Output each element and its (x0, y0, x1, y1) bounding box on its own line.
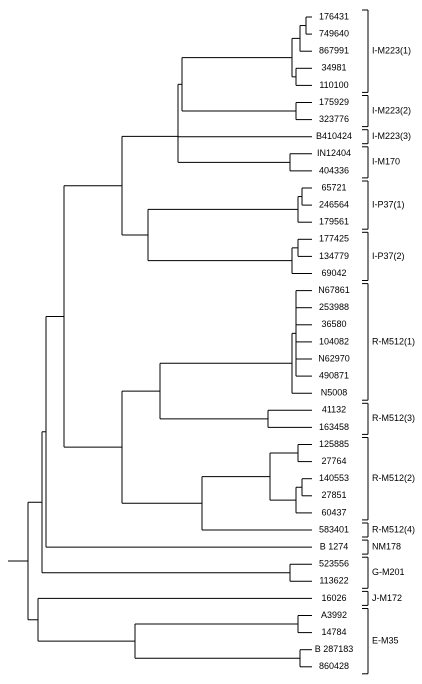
leaf-label: 27851 (321, 490, 346, 500)
group-label: I-M223(3) (372, 131, 411, 141)
leaf-label: 27764 (321, 456, 346, 466)
leaf-label: 34981 (321, 63, 346, 73)
leaf-label: 41132 (322, 405, 346, 415)
leaf-label: 253988 (319, 302, 349, 312)
leaf-label: 14784 (321, 627, 346, 637)
leaf-label: 404336 (319, 165, 349, 175)
leaf-label: 65721 (321, 182, 346, 192)
leaf-label: A3992 (321, 610, 347, 620)
leaf-label: 69042 (321, 268, 346, 278)
group-label: R-M512(4) (372, 524, 415, 534)
leaf-label: N5008 (321, 388, 348, 398)
leaf-label: 749640 (319, 28, 349, 38)
leaf-label: 179561 (319, 217, 349, 227)
leaf-label: 36580 (321, 319, 346, 329)
group-label: R-M512(3) (372, 413, 415, 423)
group-label: I-M223(1) (372, 46, 411, 56)
group-label: E-M35 (372, 636, 399, 646)
leaf-label: 323776 (319, 114, 349, 124)
leaf-label: IN12404 (317, 148, 351, 158)
leaf-label: 140553 (319, 473, 349, 483)
leaf-label: 867991 (319, 46, 349, 56)
leaf-label: B 1274 (320, 541, 349, 551)
leaf-label: B 287183 (315, 644, 354, 654)
group-label: R-M512(1) (372, 336, 415, 346)
leaf-label: 176431 (319, 11, 349, 21)
group-label: I-P37(1) (372, 199, 405, 209)
leaf-label: 113622 (319, 576, 348, 586)
leaf-label: N62970 (318, 353, 350, 363)
leaf-label: N67861 (318, 285, 350, 295)
leaf-label: 583401 (319, 524, 349, 534)
leaf-label: 134779 (319, 251, 349, 261)
leaf-label: 246564 (319, 199, 349, 209)
group-label: G-M201 (372, 567, 405, 577)
group-label: I-M223(2) (372, 105, 411, 115)
leaf-label: 163458 (319, 422, 349, 432)
leaf-label: 175929 (319, 97, 349, 107)
group-label: R-M512(2) (372, 473, 415, 483)
leaf-label: 177425 (319, 234, 349, 244)
leaf-label: B410424 (316, 131, 352, 141)
leaf-label: 110100 (319, 80, 348, 90)
leaf-label: 16026 (321, 593, 346, 603)
leaf-label: 860428 (319, 661, 349, 671)
group-label: J-M172 (372, 593, 402, 603)
leaf-label: 523556 (319, 559, 349, 569)
leaf-label: 104082 (319, 336, 349, 346)
group-label: I-P37(2) (372, 251, 405, 261)
leaf-label: 490871 (319, 370, 349, 380)
group-label: NM178 (372, 541, 401, 551)
group-label: I-M170 (372, 157, 400, 167)
leaf-label: 60437 (321, 507, 346, 517)
leaf-label: 125885 (319, 439, 349, 449)
